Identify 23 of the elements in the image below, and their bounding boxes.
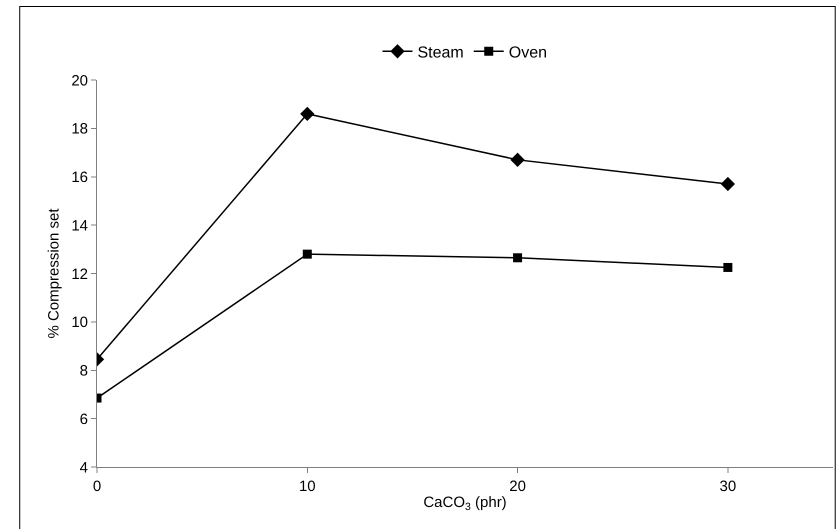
y-tick-label: 18 bbox=[71, 120, 88, 138]
legend-label: Oven bbox=[508, 44, 547, 62]
y-tick-label: 6 bbox=[80, 410, 88, 428]
y-tick-label: 10 bbox=[71, 314, 88, 332]
point bbox=[723, 262, 732, 272]
y-tick-label: 16 bbox=[71, 169, 88, 186]
y-tick-label: 14 bbox=[71, 217, 88, 234]
x-tick-label: 0 bbox=[92, 478, 102, 495]
y-tick-label: 4 bbox=[80, 459, 88, 476]
x-axis-title: CaCO$_{3}$ (phr) bbox=[423, 494, 507, 514]
x-tick-label: 10 bbox=[298, 478, 316, 495]
point bbox=[302, 250, 312, 259]
point bbox=[510, 152, 525, 167]
point bbox=[720, 176, 736, 192]
y-tick-label: 12 bbox=[71, 266, 88, 283]
point bbox=[513, 253, 522, 262]
x-tick-label: 20 bbox=[509, 478, 526, 495]
y-tick-label: 8 bbox=[80, 362, 88, 380]
y-tick-label: 20 bbox=[71, 72, 88, 90]
y-axis-title: % Compression set bbox=[46, 208, 63, 339]
legend-label: Steam bbox=[418, 44, 464, 62]
point bbox=[300, 106, 314, 122]
x-tick-label: 30 bbox=[720, 478, 736, 495]
